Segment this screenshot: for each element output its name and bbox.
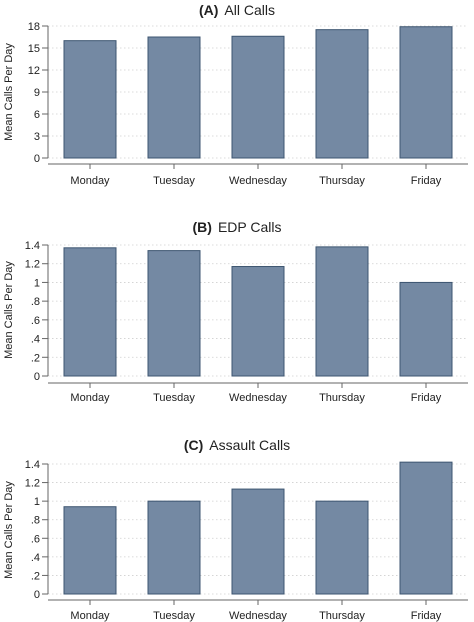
y-tick-label: .2 <box>31 570 40 582</box>
chart-panel-3: (C) Assault Calls Mean Calls Per Day 0 .2 .4.… <box>3 437 468 622</box>
y-tick-label: 0 <box>34 153 40 165</box>
chart-title: (B) EDP Calls <box>193 219 282 235</box>
y-tick-label: 1.4 <box>25 459 40 471</box>
x-tick-label: Monday <box>70 175 110 187</box>
bar-friday <box>399 26 453 159</box>
y-tick-label: 0 <box>34 371 40 383</box>
y-axis-label: Mean Calls Per Day <box>3 43 15 141</box>
y-axis-label: Mean Calls Per Day <box>3 261 15 359</box>
x-tick-label: Friday <box>411 610 442 622</box>
y-axis-label: Mean Calls Per Day <box>3 481 15 579</box>
x-tick-label: Tuesday <box>153 175 195 187</box>
panel-title: EDP Calls <box>218 219 282 235</box>
y-tick-label: 1 <box>34 277 40 289</box>
y-tick-label: .6 <box>31 533 40 545</box>
panel-title: Assault Calls <box>209 437 290 453</box>
bar-wednesday <box>231 35 285 159</box>
bar-tuesday <box>147 36 201 159</box>
chart-panel-2: (B) EDP Calls Mean Calls Per Day 0 .2 .4 .6 .8 1… <box>3 219 468 404</box>
x-tick-label: Wednesday <box>229 392 287 404</box>
x-tick-label: Thursday <box>319 175 365 187</box>
x-tick-label: Monday <box>70 392 110 404</box>
y-tick-label: 1.4 <box>25 240 40 252</box>
chart-title: (C) Assault Calls <box>184 437 290 453</box>
x-tick-label: Thursday <box>319 610 365 622</box>
panel-label: (C) <box>184 437 203 453</box>
panel-label: (A) <box>199 2 218 18</box>
y-tick-label: 15 <box>28 43 40 55</box>
x-tick-label: Tuesday <box>153 610 195 622</box>
y-tick-label: 1.2 <box>25 478 40 490</box>
y-tick-label: .8 <box>31 515 40 527</box>
y-tick-label: 12 <box>28 65 40 77</box>
y-tick-label: .6 <box>31 315 40 327</box>
x-tick-label: Thursday <box>319 392 365 404</box>
bar-wednesday <box>231 488 285 595</box>
x-tick-label: Friday <box>411 392 442 404</box>
y-tick-label: .2 <box>31 352 40 364</box>
y-tick-label: 1.2 <box>25 259 40 271</box>
bar-thursday <box>315 29 369 159</box>
chart-title: (A) All Calls <box>199 2 275 18</box>
bar-monday <box>63 40 117 159</box>
bar-monday <box>63 247 117 377</box>
bar-tuesday <box>147 500 201 595</box>
panel-label: (B) <box>193 219 212 235</box>
x-tick-label: Friday <box>411 175 442 187</box>
chart-panel-1: (A) All Calls Mean Calls Per Day 0 3 6 9 12 15 18… <box>3 2 468 187</box>
bar-tuesday <box>147 250 201 377</box>
panel-title: All Calls <box>224 2 275 18</box>
y-tick-label: 3 <box>34 131 40 143</box>
bar-friday <box>399 281 453 377</box>
x-tick-label: Tuesday <box>153 392 195 404</box>
bar-monday <box>63 506 117 595</box>
y-tick-label: .4 <box>31 334 40 346</box>
y-tick-label: 18 <box>28 21 40 33</box>
bar-wednesday <box>231 266 285 377</box>
bar-thursday <box>315 500 369 595</box>
y-tick-label: 6 <box>34 109 40 121</box>
bar-thursday <box>315 246 369 377</box>
x-tick-label: Wednesday <box>229 610 287 622</box>
x-tick-label: Wednesday <box>229 175 287 187</box>
x-tick-label: Monday <box>70 610 110 622</box>
y-tick-label: .4 <box>31 552 40 564</box>
bar-friday <box>399 461 453 595</box>
y-tick-label: 1 <box>34 496 40 508</box>
y-tick-label: 9 <box>34 87 40 99</box>
y-tick-label: .8 <box>31 296 40 308</box>
y-tick-label: 0 <box>34 589 40 601</box>
